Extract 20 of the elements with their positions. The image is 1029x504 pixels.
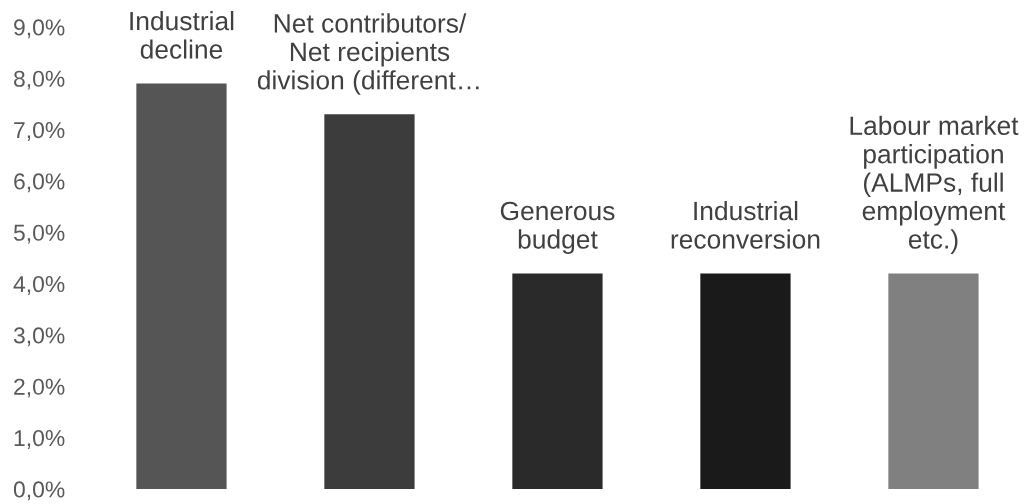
y-tick-label: 9,0%	[14, 19, 65, 39]
y-tick-label: 1,0%	[14, 429, 65, 449]
y-tick-label: 4,0%	[13, 275, 65, 295]
y-tick-label: 3,0%	[13, 327, 65, 347]
x-tick-label: Generous budget	[500, 201, 615, 254]
y-tick-label: 2,0%	[14, 378, 65, 398]
bar	[512, 273, 603, 489]
bar	[700, 273, 791, 489]
x-tick-label: Labour market participation (ALMPs, full employment etc.)	[850, 115, 1019, 254]
y-tick-label: 0,0%	[13, 481, 65, 501]
y-tick-label: 8,0%	[14, 70, 65, 90]
bar	[888, 273, 979, 489]
x-tick-label: Industrial reconversion	[671, 200, 820, 249]
bar	[136, 83, 227, 489]
y-tick-label: 7,0%	[14, 121, 65, 141]
x-tick-label: Net contributors/ Net recipients division (different…	[257, 13, 479, 95]
y-tick-label: 5,0%	[13, 224, 65, 244]
bar	[324, 114, 415, 489]
x-tick-label: Industrial decline	[130, 11, 234, 59]
y-tick-label: 6,0%	[14, 173, 65, 193]
